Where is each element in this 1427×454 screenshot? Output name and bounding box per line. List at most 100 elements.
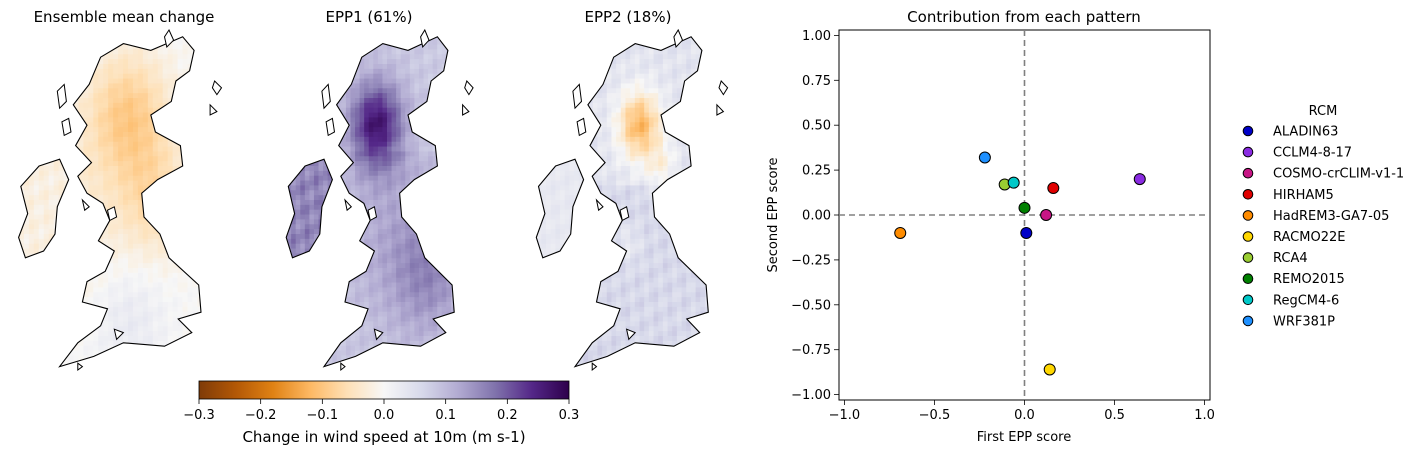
- colorbar-tick-label: −0.1: [307, 408, 339, 423]
- legend-title: RCM: [1309, 104, 1338, 119]
- legend-item: RegCM4-6: [1242, 293, 1339, 308]
- point-remo2015: [1018, 201, 1031, 214]
- island-outline: [61, 117, 72, 137]
- x-tick-label: −0.5: [919, 408, 951, 423]
- ireland-coastline: [18, 158, 70, 259]
- colorbar-tick-label: 0.1: [435, 408, 456, 423]
- y-tick-label: 1.00: [802, 29, 831, 44]
- legend-marker: [1242, 189, 1254, 200]
- colorbar-tick-label: −0.2: [245, 408, 277, 423]
- y-tick-label: −0.25: [791, 253, 831, 268]
- ireland-coastline: [535, 158, 585, 259]
- y-tick-label: 0.75: [802, 74, 831, 89]
- island-outline: [420, 28, 430, 49]
- island-outline: [673, 28, 684, 49]
- ireland-coastline: [285, 158, 333, 259]
- y-tick-label: 0.50: [802, 119, 831, 134]
- island-outline: [113, 328, 125, 341]
- legend-item: ALADIN63: [1242, 125, 1338, 140]
- legend-label: WRF381P: [1273, 314, 1335, 329]
- point-regcm4-6: [1007, 176, 1020, 189]
- y-tick-label: 0.00: [802, 209, 831, 224]
- x-tick-label: 0.5: [1104, 408, 1125, 423]
- legend-label: ALADIN63: [1273, 125, 1338, 140]
- legend-marker: [1242, 146, 1254, 158]
- island-outline: [344, 198, 353, 212]
- legend-label: CCLM4-8-17: [1273, 146, 1352, 161]
- map-panel-epp2: EPP2 (18%): [535, 8, 729, 372]
- colorbar-label: Change in wind speed at 10m (m s-1): [242, 428, 525, 446]
- legend-item: REMO2015: [1242, 272, 1345, 287]
- legend: RCM ALADIN63 CCLM4-8-17 COSMO-crCLIM-v1-1 H…: [1242, 104, 1404, 329]
- y-tick-label: −1.00: [791, 388, 831, 403]
- legend-marker: [1242, 273, 1254, 285]
- y-tick-label: 0.25: [802, 164, 831, 179]
- legend-marker: [1242, 315, 1254, 327]
- y-axis-label: Second EPP score: [766, 158, 781, 273]
- island-outline: [340, 362, 346, 372]
- colorbar-tick-label: 0.2: [497, 408, 518, 423]
- colorbar-tick-label: 0.0: [374, 408, 395, 423]
- colorbar-tick-label: −0.3: [183, 408, 215, 423]
- legend-label: RACMO22E: [1273, 230, 1345, 245]
- map-title: EPP1 (61%): [326, 8, 413, 26]
- map-title: EPP2 (18%): [585, 8, 672, 26]
- island-outline: [572, 83, 583, 110]
- point-hadrem3-ga7-05: [894, 226, 907, 239]
- legend-label: COSMO-crCLIM-v1-1: [1273, 167, 1404, 182]
- island-outline: [716, 103, 725, 116]
- legend-item: HIRHAM5: [1242, 188, 1334, 203]
- island-outline: [464, 80, 474, 96]
- legend-item: CCLM4-8-17: [1242, 146, 1352, 161]
- island-outline: [325, 117, 336, 137]
- legend-label: HIRHAM5: [1273, 188, 1334, 203]
- legend-item: HadREM3-GA7-05: [1242, 209, 1389, 224]
- island-outline: [625, 328, 637, 341]
- scatter-chart: Contribution from each pattern −1.0 −0.5 0…: [766, 8, 1215, 445]
- x-axis-label: First EPP score: [977, 430, 1071, 445]
- legend-marker: [1242, 167, 1254, 179]
- island-outline: [106, 206, 118, 222]
- x-tick-label: −1.0: [829, 408, 861, 423]
- island-outline: [211, 80, 223, 96]
- island-outline: [718, 80, 729, 96]
- island-outline: [595, 198, 604, 212]
- y-tick-label: −0.75: [791, 343, 831, 358]
- island-outline: [462, 103, 470, 116]
- legend-item: RCA4: [1242, 251, 1308, 266]
- island-outline: [591, 362, 598, 372]
- gb-coastline: [573, 36, 709, 368]
- gb-coastline: [322, 36, 455, 368]
- point-cclm4-8-17: [1133, 173, 1146, 186]
- island-outline: [209, 103, 218, 116]
- island-outline: [81, 198, 90, 212]
- legend-marker: [1242, 294, 1254, 306]
- colorbar-gradient: [198, 380, 570, 400]
- point-hirham5: [1047, 182, 1060, 195]
- x-tick-label: 0.0: [1014, 408, 1035, 423]
- legend-marker: [1242, 210, 1254, 221]
- colorbar-tick-label: 0.3: [559, 408, 580, 423]
- point-cosmo-crclim-v1-1: [1040, 209, 1053, 221]
- island-outline: [619, 206, 630, 222]
- legend-label: RCA4: [1273, 251, 1308, 266]
- island-outline: [373, 328, 384, 341]
- point-wrf381p: [978, 151, 991, 164]
- y-tick-label: −0.50: [791, 298, 831, 313]
- map-panel-ensemble-mean: Ensemble mean change: [18, 8, 223, 371]
- island-outline: [576, 117, 587, 137]
- colorbar: −0.3 −0.2 −0.1 0.0 0.1 0.2 0.3 Change in wind …: [183, 380, 580, 446]
- map-panel-epp1: EPP1 (61%): [285, 8, 474, 372]
- legend-marker: [1242, 231, 1254, 242]
- map-title: Ensemble mean change: [34, 8, 215, 26]
- island-outline: [321, 83, 331, 110]
- legend-label: REMO2015: [1273, 272, 1345, 287]
- island-outline: [56, 83, 67, 110]
- point-racmo22e: [1043, 363, 1056, 376]
- gb-coastline: [58, 36, 202, 368]
- x-tick-label: 1.0: [1194, 408, 1215, 423]
- legend-item: WRF381P: [1242, 314, 1335, 329]
- legend-label: RegCM4-6: [1273, 293, 1339, 308]
- chart-title: Contribution from each pattern: [907, 8, 1141, 26]
